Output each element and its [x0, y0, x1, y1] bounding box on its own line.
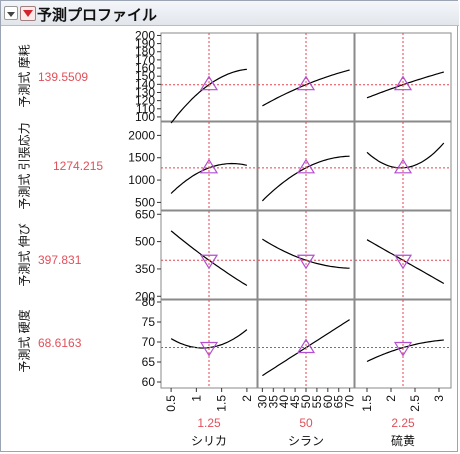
predicted-value-hardness: 68.6163: [38, 336, 82, 350]
x-tick-label: 1.5: [215, 395, 229, 412]
current-value-marker[interactable]: [199, 158, 219, 174]
profile-curve: [366, 239, 445, 285]
current-value-marker[interactable]: [199, 341, 219, 357]
predicted-value-elongation: 397.831: [38, 253, 82, 267]
red-triangle-menu-icon: [23, 10, 33, 17]
predicted-value-modulus: 1274.215: [53, 159, 104, 173]
x-tick-label: 3: [432, 395, 446, 402]
disclosure-toggle[interactable]: [4, 6, 18, 20]
y-tick-label: 75: [142, 315, 156, 329]
x-tick-label: 0.5: [164, 395, 178, 412]
x-tick-label: 1.5: [360, 395, 374, 412]
profile-curve: [366, 71, 444, 99]
current-value-marker[interactable]: [296, 158, 316, 174]
y-tick-label: 100: [135, 110, 155, 124]
x-tick-label: 50: [299, 395, 313, 409]
y-tick-label: 130: [135, 85, 155, 99]
profile-curve: [366, 142, 445, 169]
x-tick-label: 2: [240, 395, 254, 402]
y-tick-label: 2000: [128, 128, 155, 142]
y-tick-label: 200: [135, 28, 155, 42]
x-tick-label: 60: [321, 395, 335, 409]
current-value-marker[interactable]: [393, 75, 413, 91]
y-tick-label: 190: [135, 37, 155, 51]
x-tick-label: 40: [277, 395, 291, 409]
x-tick-label: 30: [255, 395, 269, 409]
profile-curve: [366, 339, 444, 363]
factor-name: 硫黄: [391, 433, 415, 448]
current-value-marker[interactable]: [199, 254, 219, 270]
y-tick-label: 140: [135, 77, 155, 91]
y-tick-label: 200: [135, 289, 155, 303]
x-tick-label: 2.5: [408, 395, 422, 412]
current-value-marker[interactable]: [393, 341, 413, 357]
current-value-marker[interactable]: [393, 254, 413, 270]
factor-setting-value: 50: [299, 416, 313, 430]
current-value-marker[interactable]: [296, 338, 316, 354]
y-tick-label: 120: [135, 94, 155, 108]
triangle-down-icon: [7, 12, 15, 17]
y-tick-label: 1000: [128, 173, 155, 187]
x-tick-label: 1: [189, 395, 203, 402]
y-tick-label: 160: [135, 61, 155, 75]
y-tick-label: 500: [135, 195, 155, 209]
panel-title-bar: 予測プロファイル: [1, 1, 459, 26]
x-tick-label: 45: [288, 395, 302, 409]
x-tick-label: 70: [343, 395, 357, 409]
factor-setting-value: 2.25: [391, 416, 415, 430]
current-value-marker[interactable]: [296, 75, 316, 91]
y-tick-label: 60: [142, 375, 156, 389]
x-tick-label: 35: [266, 395, 280, 409]
factor-name: シラン: [288, 434, 324, 448]
y-tick-label: 110: [136, 102, 155, 116]
profile-curve: [262, 69, 350, 107]
y-tick-label: 170: [135, 53, 155, 67]
x-tick-label: 2: [384, 395, 398, 402]
y-tick-label: 650: [135, 207, 155, 221]
y-tick-label: 350: [135, 262, 155, 276]
y-tick-label: 500: [135, 235, 155, 249]
current-value-marker[interactable]: [393, 158, 413, 174]
x-tick-label: 65: [332, 395, 346, 409]
factor-name: シリカ: [191, 434, 227, 448]
y-tick-label: 150: [135, 69, 155, 83]
y-tick-label: 65: [142, 355, 156, 369]
y-tick-label: 180: [135, 45, 155, 59]
y-tick-label: 1500: [128, 151, 155, 165]
predicted-value-abrasion: 139.5509: [38, 70, 89, 84]
y-tick-label: 70: [142, 335, 156, 349]
factor-setting-value: 1.25: [197, 416, 221, 430]
page-title: 予測プロファイル: [37, 7, 158, 24]
x-tick-label: 55: [310, 395, 324, 409]
red-triangle-menu-button[interactable]: [20, 6, 36, 21]
y-tick-label: 80: [142, 295, 156, 309]
current-value-marker[interactable]: [296, 254, 316, 270]
current-value-marker[interactable]: [199, 75, 219, 91]
